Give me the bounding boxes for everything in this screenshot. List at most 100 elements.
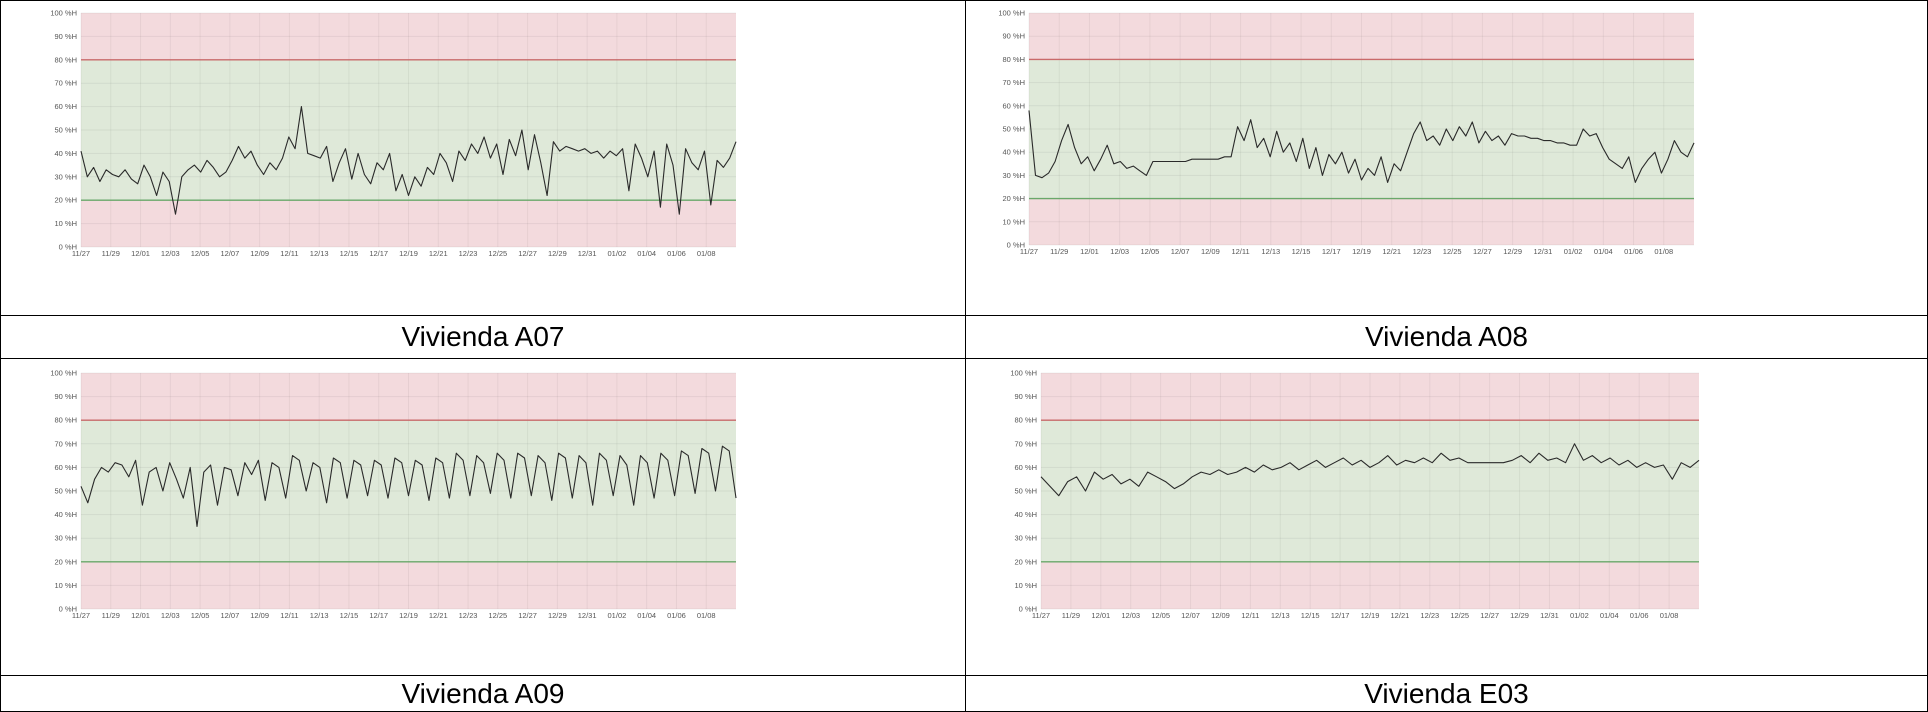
y-tick-label: 100 %H — [998, 9, 1025, 18]
x-tick-label: 12/29 — [1510, 611, 1529, 620]
x-tick-label: 12/09 — [1201, 247, 1220, 256]
humidity-series-line — [80, 445, 737, 527]
y-tick-label: 10 %H — [1002, 217, 1025, 226]
x-tick-label: 12/31 — [578, 249, 597, 258]
x-tick-label: 01/06 — [1624, 247, 1643, 256]
x-tick-label: 12/31 — [1533, 247, 1552, 256]
x-tick-label: 12/05 — [1151, 611, 1170, 620]
y-tick-label: 100 %H — [1010, 369, 1037, 378]
x-tick-label: 01/02 — [1564, 247, 1583, 256]
x-tick-label: 01/08 — [1660, 611, 1679, 620]
x-tick-label: 01/04 — [1600, 611, 1619, 620]
x-tick-label: 12/19 — [1361, 611, 1380, 620]
y-tick-label: 30 %H — [54, 172, 77, 181]
y-tick-label: 50 %H — [54, 126, 77, 135]
chart-cell-a07: 0 %H 10 %H 20 %H 30 %H 40 %H 50 %H 60 %H 70 %H 8… — [0, 0, 966, 316]
y-tick-label: 70 %H — [1014, 439, 1037, 448]
caption-a07: Vivienda A07 — [0, 316, 966, 359]
x-tick-label: 01/02 — [608, 611, 627, 620]
x-tick-label: 12/01 — [131, 611, 150, 620]
x-tick-label: 12/07 — [1181, 611, 1200, 620]
caption-a08: Vivienda A08 — [966, 316, 1928, 359]
x-tick-label: 12/07 — [220, 611, 239, 620]
x-tick-label: 12/13 — [310, 249, 329, 258]
y-tick-label: 100 %H — [50, 369, 77, 378]
x-tick-label: 01/08 — [1654, 247, 1673, 256]
x-tick-label: 01/06 — [667, 611, 686, 620]
x-tick-label: 12/25 — [488, 249, 507, 258]
y-tick-label: 0 %H — [1019, 605, 1037, 614]
x-tick-label: 12/29 — [548, 611, 567, 620]
x-tick-label: 12/25 — [1443, 247, 1462, 256]
y-tick-label: 60 %H — [1002, 101, 1025, 110]
x-tick-label: 12/17 — [1322, 247, 1341, 256]
x-tick-label: 11/27 — [1020, 247, 1038, 256]
x-tick-label: 12/13 — [310, 611, 329, 620]
chart-a07: 0 %H 10 %H 20 %H 30 %H 40 %H 50 %H 60 %H 70 %H 8… — [50, 9, 737, 258]
x-tick-label: 12/17 — [1331, 611, 1350, 620]
x-tick-label: 11/27 — [72, 249, 90, 258]
x-tick-label: 01/04 — [1594, 247, 1613, 256]
y-tick-label: 40 %H — [54, 149, 77, 158]
x-tick-label: 12/05 — [191, 249, 210, 258]
x-tick-label: 01/04 — [637, 249, 656, 258]
humidity-series-line — [1028, 110, 1695, 183]
x-tick-label: 12/05 — [1141, 247, 1160, 256]
caption-a09: Vivienda A09 — [0, 676, 966, 712]
y-tick-label: 50 %H — [54, 487, 77, 496]
y-tick-label: 80 %H — [1014, 416, 1037, 425]
band-comfort — [1041, 420, 1699, 562]
x-tick-label: 12/09 — [250, 611, 269, 620]
y-tick-label: 0 %H — [59, 243, 77, 252]
x-tick-label: 12/11 — [1241, 611, 1259, 620]
y-tick-label: 20 %H — [54, 196, 77, 205]
x-tick-label: 12/19 — [399, 611, 418, 620]
y-tick-label: 90 %H — [54, 392, 77, 401]
x-tick-label: 12/17 — [369, 249, 388, 258]
y-tick-label: 20 %H — [1002, 194, 1025, 203]
y-tick-label: 100 %H — [50, 9, 77, 18]
x-tick-label: 12/31 — [578, 611, 597, 620]
y-tick-label: 80 %H — [54, 416, 77, 425]
y-tick-label: 40 %H — [54, 510, 77, 519]
x-tick-label: 12/23 — [459, 249, 478, 258]
x-tick-label: 11/27 — [72, 611, 90, 620]
y-tick-label: 90 %H — [1014, 392, 1037, 401]
y-tick-label: 60 %H — [54, 463, 77, 472]
x-tick-label: 12/15 — [1292, 247, 1311, 256]
x-tick-label: 11/27 — [1032, 611, 1050, 620]
x-tick-label: 12/11 — [280, 611, 298, 620]
x-tick-label: 01/02 — [608, 249, 627, 258]
band-comfort — [81, 420, 736, 562]
x-tick-label: 12/15 — [1301, 611, 1320, 620]
x-tick-label: 12/21 — [429, 249, 448, 258]
x-tick-label: 01/06 — [1630, 611, 1649, 620]
y-tick-label: 70 %H — [1002, 78, 1025, 87]
y-tick-label: 50 %H — [1014, 487, 1037, 496]
x-tick-label: 11/29 — [1050, 247, 1068, 256]
x-tick-label: 12/29 — [548, 249, 567, 258]
x-tick-label: 12/23 — [1413, 247, 1432, 256]
x-tick-label: 12/27 — [518, 249, 537, 258]
x-tick-label: 12/05 — [191, 611, 210, 620]
band-lower — [1041, 561, 1699, 609]
y-tick-label: 30 %H — [54, 534, 77, 543]
x-tick-label: 12/27 — [1473, 247, 1492, 256]
y-tick-label: 0 %H — [1007, 241, 1025, 250]
y-tick-label: 80 %H — [1002, 55, 1025, 64]
x-tick-label: 12/25 — [488, 611, 507, 620]
y-tick-label: 60 %H — [54, 102, 77, 111]
x-tick-label: 12/19 — [399, 249, 418, 258]
y-tick-label: 90 %H — [1002, 32, 1025, 41]
x-tick-label: 12/09 — [1211, 611, 1230, 620]
y-tick-label: 10 %H — [54, 219, 77, 228]
chart-a08: 0 %H 10 %H 20 %H 30 %H 40 %H 50 %H 60 %H 70 %H 8… — [998, 9, 1695, 256]
band-lower — [81, 561, 736, 609]
x-tick-label: 12/13 — [1261, 247, 1280, 256]
x-tick-label: 12/01 — [131, 249, 150, 258]
y-tick-label: 50 %H — [1002, 125, 1025, 134]
x-tick-label: 12/07 — [220, 249, 239, 258]
y-tick-label: 70 %H — [54, 439, 77, 448]
x-tick-label: 12/01 — [1080, 247, 1099, 256]
x-tick-label: 11/29 — [102, 611, 120, 620]
